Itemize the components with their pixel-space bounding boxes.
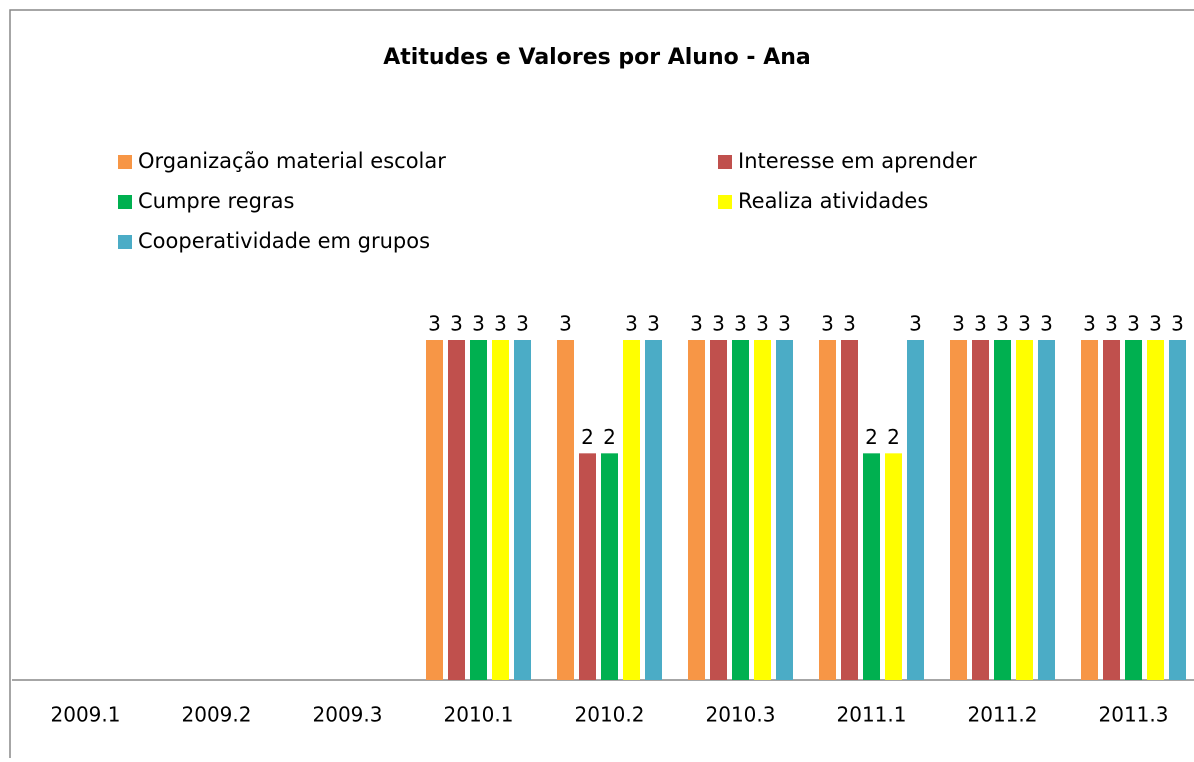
bar — [819, 340, 836, 680]
data-label: 3 — [734, 312, 747, 336]
data-label: 3 — [1149, 312, 1162, 336]
data-label: 3 — [778, 312, 791, 336]
bar — [972, 340, 989, 680]
x-tick-label: 2009.1 — [51, 703, 121, 727]
chart-frame — [9, 9, 1194, 758]
bar — [1169, 340, 1186, 680]
bar — [1125, 340, 1142, 680]
x-tick-label: 2010.2 — [575, 703, 645, 727]
bar — [732, 340, 749, 680]
chart-title: Atitudes e Valores por Aluno - Ana — [383, 45, 810, 70]
data-label: 2 — [603, 425, 616, 449]
data-label: 3 — [952, 312, 965, 336]
x-tick-label: 2011.3 — [1099, 703, 1169, 727]
data-label: 3 — [756, 312, 769, 336]
bar — [1147, 340, 1164, 680]
data-label: 3 — [690, 312, 703, 336]
legend-swatch — [118, 195, 132, 209]
x-tick-label: 2011.1 — [837, 703, 907, 727]
data-label: 3 — [974, 312, 987, 336]
bar — [1038, 340, 1055, 680]
bar — [841, 340, 858, 680]
x-tick-label: 2009.2 — [182, 703, 252, 727]
data-label: 2 — [865, 425, 878, 449]
bar — [557, 340, 574, 680]
data-label: 2 — [581, 425, 594, 449]
data-label: 3 — [1105, 312, 1118, 336]
bar — [688, 340, 705, 680]
bar — [1081, 340, 1098, 680]
data-label: 3 — [516, 312, 529, 336]
bar — [623, 340, 640, 680]
bar — [601, 453, 618, 680]
bar — [492, 340, 509, 680]
bar — [426, 340, 443, 680]
data-label: 3 — [712, 312, 725, 336]
legend-swatch — [718, 195, 732, 209]
legend-label: Interesse em aprender — [738, 149, 977, 173]
data-label: 2 — [887, 425, 900, 449]
legend-label: Realiza atividades — [738, 189, 928, 213]
bar — [514, 340, 531, 680]
x-tick-label: 2011.2 — [968, 703, 1038, 727]
bar — [776, 340, 793, 680]
data-label: 3 — [909, 312, 922, 336]
data-label: 3 — [996, 312, 1009, 336]
data-label: 3 — [821, 312, 834, 336]
data-label: 3 — [1083, 312, 1096, 336]
data-label: 3 — [1018, 312, 1031, 336]
bar — [907, 340, 924, 680]
data-label: 3 — [1171, 312, 1184, 336]
data-label: 3 — [843, 312, 856, 336]
bar — [1016, 340, 1033, 680]
data-label: 3 — [559, 312, 572, 336]
bar — [710, 340, 727, 680]
bar — [470, 340, 487, 680]
bar — [579, 453, 596, 680]
bar — [863, 453, 880, 680]
data-label: 3 — [1040, 312, 1053, 336]
data-label: 3 — [472, 312, 485, 336]
data-label: 3 — [494, 312, 507, 336]
data-label: 3 — [1127, 312, 1140, 336]
legend-label: Cooperatividade em grupos — [138, 229, 430, 253]
x-tick-label: 2010.1 — [444, 703, 514, 727]
legend-label: Organização material escolar — [138, 149, 446, 173]
bar — [754, 340, 771, 680]
data-label: 3 — [450, 312, 463, 336]
bar — [994, 340, 1011, 680]
legend-swatch — [118, 235, 132, 249]
legend-swatch — [718, 155, 732, 169]
bar — [1103, 340, 1120, 680]
bar — [645, 340, 662, 680]
bar — [885, 453, 902, 680]
data-label: 3 — [625, 312, 638, 336]
data-label: 3 — [647, 312, 660, 336]
legend-label: Cumpre regras — [138, 189, 294, 213]
x-tick-label: 2009.3 — [313, 703, 383, 727]
data-label: 3 — [428, 312, 441, 336]
legend-swatch — [118, 155, 132, 169]
x-tick-label: 2010.3 — [706, 703, 776, 727]
bar — [448, 340, 465, 680]
bar — [950, 340, 967, 680]
